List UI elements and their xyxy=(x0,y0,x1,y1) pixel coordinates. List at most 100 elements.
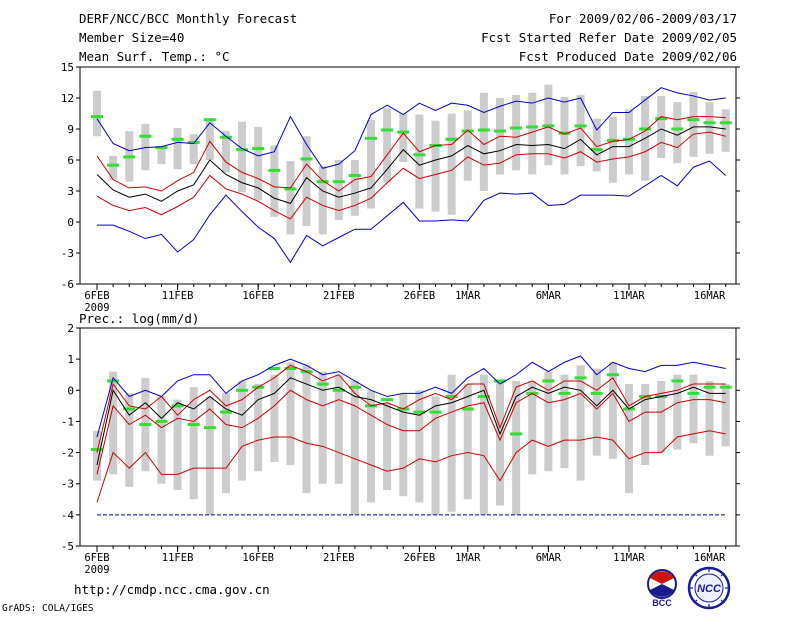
x-tick-label: 26FEB xyxy=(404,290,436,302)
spread-box xyxy=(560,96,569,175)
x-tick-label: 1MAR xyxy=(455,290,481,302)
spread-box xyxy=(350,380,359,515)
median-mark xyxy=(574,376,587,380)
median-mark xyxy=(381,128,394,132)
spread-box xyxy=(592,368,601,456)
y-tick-label: -3 xyxy=(61,478,74,491)
spread-box xyxy=(109,155,118,180)
spread-box xyxy=(157,147,166,165)
x-tick-label: 16MAR xyxy=(694,290,726,302)
series-mean-line xyxy=(96,126,726,204)
x-tick-label: 11MAR xyxy=(613,552,645,564)
spread-box xyxy=(512,380,521,515)
spread-box xyxy=(93,90,101,137)
spread-box xyxy=(592,118,601,172)
median-mark xyxy=(461,407,474,411)
median-mark xyxy=(219,135,232,139)
median-mark xyxy=(639,127,652,131)
spread-box xyxy=(496,380,504,506)
spread-box xyxy=(431,120,440,212)
median-mark xyxy=(687,118,700,122)
median-mark xyxy=(203,118,216,122)
median-mark xyxy=(187,140,200,144)
x-tick-label: 11FEB xyxy=(162,290,194,302)
spread-box xyxy=(334,374,343,484)
median-mark xyxy=(332,388,345,392)
y-tick-label: 9 xyxy=(67,123,74,136)
spread-box xyxy=(479,374,488,515)
source-url[interactable]: http://cmdp.ncc.cma.gov.cn xyxy=(74,582,270,597)
median-mark xyxy=(606,373,619,377)
spread-box xyxy=(447,113,456,215)
spread-box xyxy=(608,362,617,459)
spread-box xyxy=(238,121,247,193)
spread-box xyxy=(270,374,279,462)
spread-box xyxy=(641,384,650,466)
series-low-line xyxy=(96,430,726,503)
spread-box xyxy=(189,134,198,165)
spread-box xyxy=(463,384,472,500)
x-tick-label: 16FEB xyxy=(242,290,274,302)
spread-box xyxy=(173,399,182,490)
spread-box xyxy=(318,166,327,235)
y-tick-label: -6 xyxy=(61,278,74,291)
median-mark xyxy=(123,407,136,411)
median-mark xyxy=(236,388,249,392)
y-tick-label: 15 xyxy=(61,61,74,74)
median-mark xyxy=(139,134,152,138)
median-mark xyxy=(91,115,103,119)
spread-box xyxy=(657,95,666,158)
spread-box xyxy=(479,92,488,191)
spread-box xyxy=(173,127,182,170)
series-max-line xyxy=(96,355,726,438)
y-tick-label: 1 xyxy=(67,353,74,366)
ncc-logo: NCC xyxy=(687,566,731,610)
forecast-started-date: Fcst Started Refer Date 2009/02/05 xyxy=(481,30,737,45)
spread-box xyxy=(205,118,214,160)
median-mark xyxy=(477,395,490,399)
spread-box xyxy=(544,371,553,472)
plot-frame xyxy=(79,327,737,547)
spread-box xyxy=(334,160,343,220)
variable-label-prec: Prec.: log(mm/d) xyxy=(79,311,200,326)
spread-box xyxy=(431,396,440,515)
spread-box xyxy=(608,116,617,183)
forecast-produced-date: Fcst Produced Date 2009/02/06 xyxy=(518,49,737,64)
spread-box xyxy=(302,365,311,494)
median-mark xyxy=(494,129,506,133)
series-lower-line xyxy=(96,131,726,220)
median-mark xyxy=(574,124,587,128)
median-mark xyxy=(187,423,200,427)
x-tick-label: 26FEB xyxy=(404,552,436,564)
median-mark xyxy=(413,153,426,157)
spread-box xyxy=(560,374,569,469)
x-tick-label: 21FEB xyxy=(323,552,355,564)
y-tick-label: -1 xyxy=(61,415,74,428)
median-mark xyxy=(606,138,619,142)
spread-box xyxy=(367,390,376,503)
spread-box xyxy=(141,123,150,171)
median-mark xyxy=(171,404,184,408)
series-lower-line xyxy=(96,389,726,475)
x-tick-label: 6MAR xyxy=(536,552,562,564)
series-mean-line xyxy=(96,377,726,466)
median-mark xyxy=(219,410,232,414)
median-mark xyxy=(107,379,120,383)
spread-box xyxy=(383,108,392,183)
spread-box xyxy=(286,362,295,466)
series-min-line xyxy=(97,160,727,264)
median-mark xyxy=(429,410,442,414)
x-tick-label: 21FEB xyxy=(323,290,355,302)
y-tick-label: 0 xyxy=(67,384,74,397)
median-mark xyxy=(542,379,555,383)
x-tick-label: 6MAR xyxy=(536,290,562,302)
grads-credit: GrADS: COLA/IGES xyxy=(2,603,94,614)
median-mark xyxy=(348,385,361,389)
spread-box xyxy=(383,402,392,490)
y-tick-label: 2 xyxy=(67,322,74,335)
spread-box xyxy=(576,94,585,167)
spread-box xyxy=(512,94,521,171)
median-mark xyxy=(719,121,732,125)
